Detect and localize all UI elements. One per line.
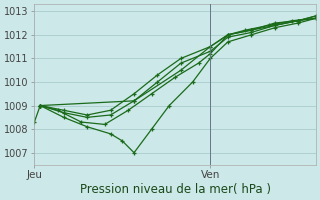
X-axis label: Pression niveau de la mer( hPa ): Pression niveau de la mer( hPa ) (80, 183, 271, 196)
